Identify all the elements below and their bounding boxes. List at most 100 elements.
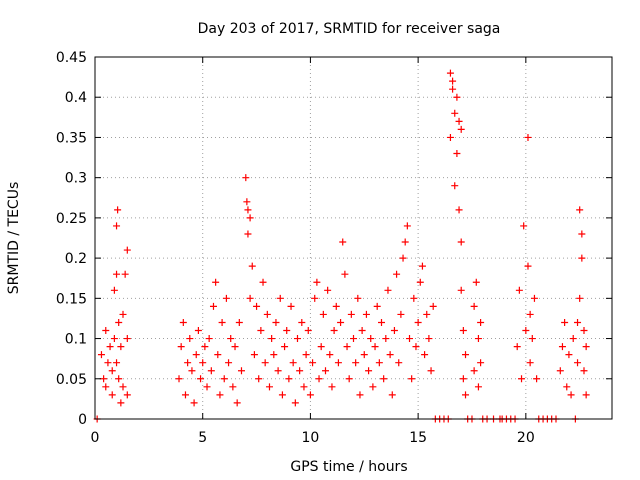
data-point xyxy=(451,109,459,117)
data-point xyxy=(449,85,457,93)
data-point xyxy=(386,351,394,359)
data-point xyxy=(212,278,220,286)
data-point xyxy=(97,351,105,359)
x-tick-label: 20 xyxy=(517,430,535,446)
data-point xyxy=(369,383,377,391)
data-point xyxy=(518,375,526,383)
data-point xyxy=(345,375,353,383)
data-point xyxy=(388,391,396,399)
data-point xyxy=(449,77,457,85)
grid-lines xyxy=(95,57,612,419)
data-point xyxy=(373,302,381,310)
data-point xyxy=(513,343,521,351)
data-point xyxy=(474,383,482,391)
data-point xyxy=(406,335,414,343)
data-point xyxy=(123,335,131,343)
data-point xyxy=(117,399,125,407)
data-point xyxy=(408,375,416,383)
data-point xyxy=(123,391,131,399)
data-point xyxy=(358,327,366,335)
data-point xyxy=(474,335,482,343)
data-point xyxy=(524,262,532,270)
data-point xyxy=(263,310,271,318)
data-point xyxy=(315,375,323,383)
data-point xyxy=(414,318,422,326)
data-point xyxy=(287,302,295,310)
data-point xyxy=(246,294,254,302)
data-point xyxy=(207,367,215,375)
data-point xyxy=(352,359,360,367)
data-point xyxy=(194,327,202,335)
data-point xyxy=(395,359,403,367)
data-point xyxy=(220,375,228,383)
data-point xyxy=(520,222,528,230)
data-point xyxy=(104,359,112,367)
data-point xyxy=(423,310,431,318)
data-point xyxy=(334,359,342,367)
y-tick-labels: 0 0.05 0.1 0.15 0.2 0.25 0.3 0.35 0.4 0.45 xyxy=(56,50,87,428)
data-point xyxy=(253,302,261,310)
data-point xyxy=(119,310,127,318)
data-point xyxy=(563,383,571,391)
x-tick-labels: 0 5 10 15 20 xyxy=(91,430,535,446)
data-point xyxy=(371,343,379,351)
data-point xyxy=(117,343,125,351)
data-point xyxy=(115,375,123,383)
data-point xyxy=(114,206,122,214)
data-point xyxy=(100,375,108,383)
data-point xyxy=(306,391,314,399)
data-points xyxy=(93,69,590,423)
data-point xyxy=(231,343,239,351)
data-point xyxy=(205,335,213,343)
data-point xyxy=(259,278,267,286)
data-point xyxy=(177,343,185,351)
data-point xyxy=(446,69,454,77)
data-point xyxy=(578,230,586,238)
data-point xyxy=(576,206,584,214)
data-point xyxy=(291,399,299,407)
data-point xyxy=(108,391,116,399)
y-tick-label: 0 xyxy=(78,412,87,428)
data-point xyxy=(304,327,312,335)
data-point xyxy=(457,286,465,294)
y-tick-label: 0.15 xyxy=(56,291,87,307)
data-point xyxy=(526,359,534,367)
data-point xyxy=(580,327,588,335)
data-point xyxy=(362,310,370,318)
data-point xyxy=(123,246,131,254)
y-tick-label: 0.1 xyxy=(65,332,87,348)
data-point xyxy=(477,318,485,326)
data-point xyxy=(427,367,435,375)
data-point xyxy=(175,375,183,383)
data-point xyxy=(418,262,426,270)
data-point xyxy=(227,335,235,343)
data-point xyxy=(367,335,375,343)
chart-title: Day 203 of 2017, SRMTID for receiver sag… xyxy=(198,21,501,37)
data-point xyxy=(403,222,411,230)
data-point xyxy=(457,238,465,246)
data-point xyxy=(283,327,291,335)
data-point xyxy=(199,359,207,367)
data-point xyxy=(410,294,418,302)
data-point xyxy=(574,359,582,367)
data-point xyxy=(453,93,461,101)
data-point xyxy=(317,343,325,351)
data-point xyxy=(390,327,398,335)
data-point xyxy=(244,230,252,238)
data-point xyxy=(425,335,433,343)
data-point xyxy=(330,327,338,335)
data-point xyxy=(401,238,409,246)
data-point xyxy=(384,286,392,294)
data-point xyxy=(416,278,424,286)
data-point xyxy=(265,383,273,391)
data-point xyxy=(332,302,340,310)
data-point xyxy=(321,367,329,375)
data-point xyxy=(399,254,407,262)
y-axis-label: SRMTID / TECUs xyxy=(6,182,22,295)
data-point xyxy=(462,351,470,359)
data-point xyxy=(472,278,480,286)
data-point xyxy=(533,375,541,383)
data-point xyxy=(270,351,278,359)
